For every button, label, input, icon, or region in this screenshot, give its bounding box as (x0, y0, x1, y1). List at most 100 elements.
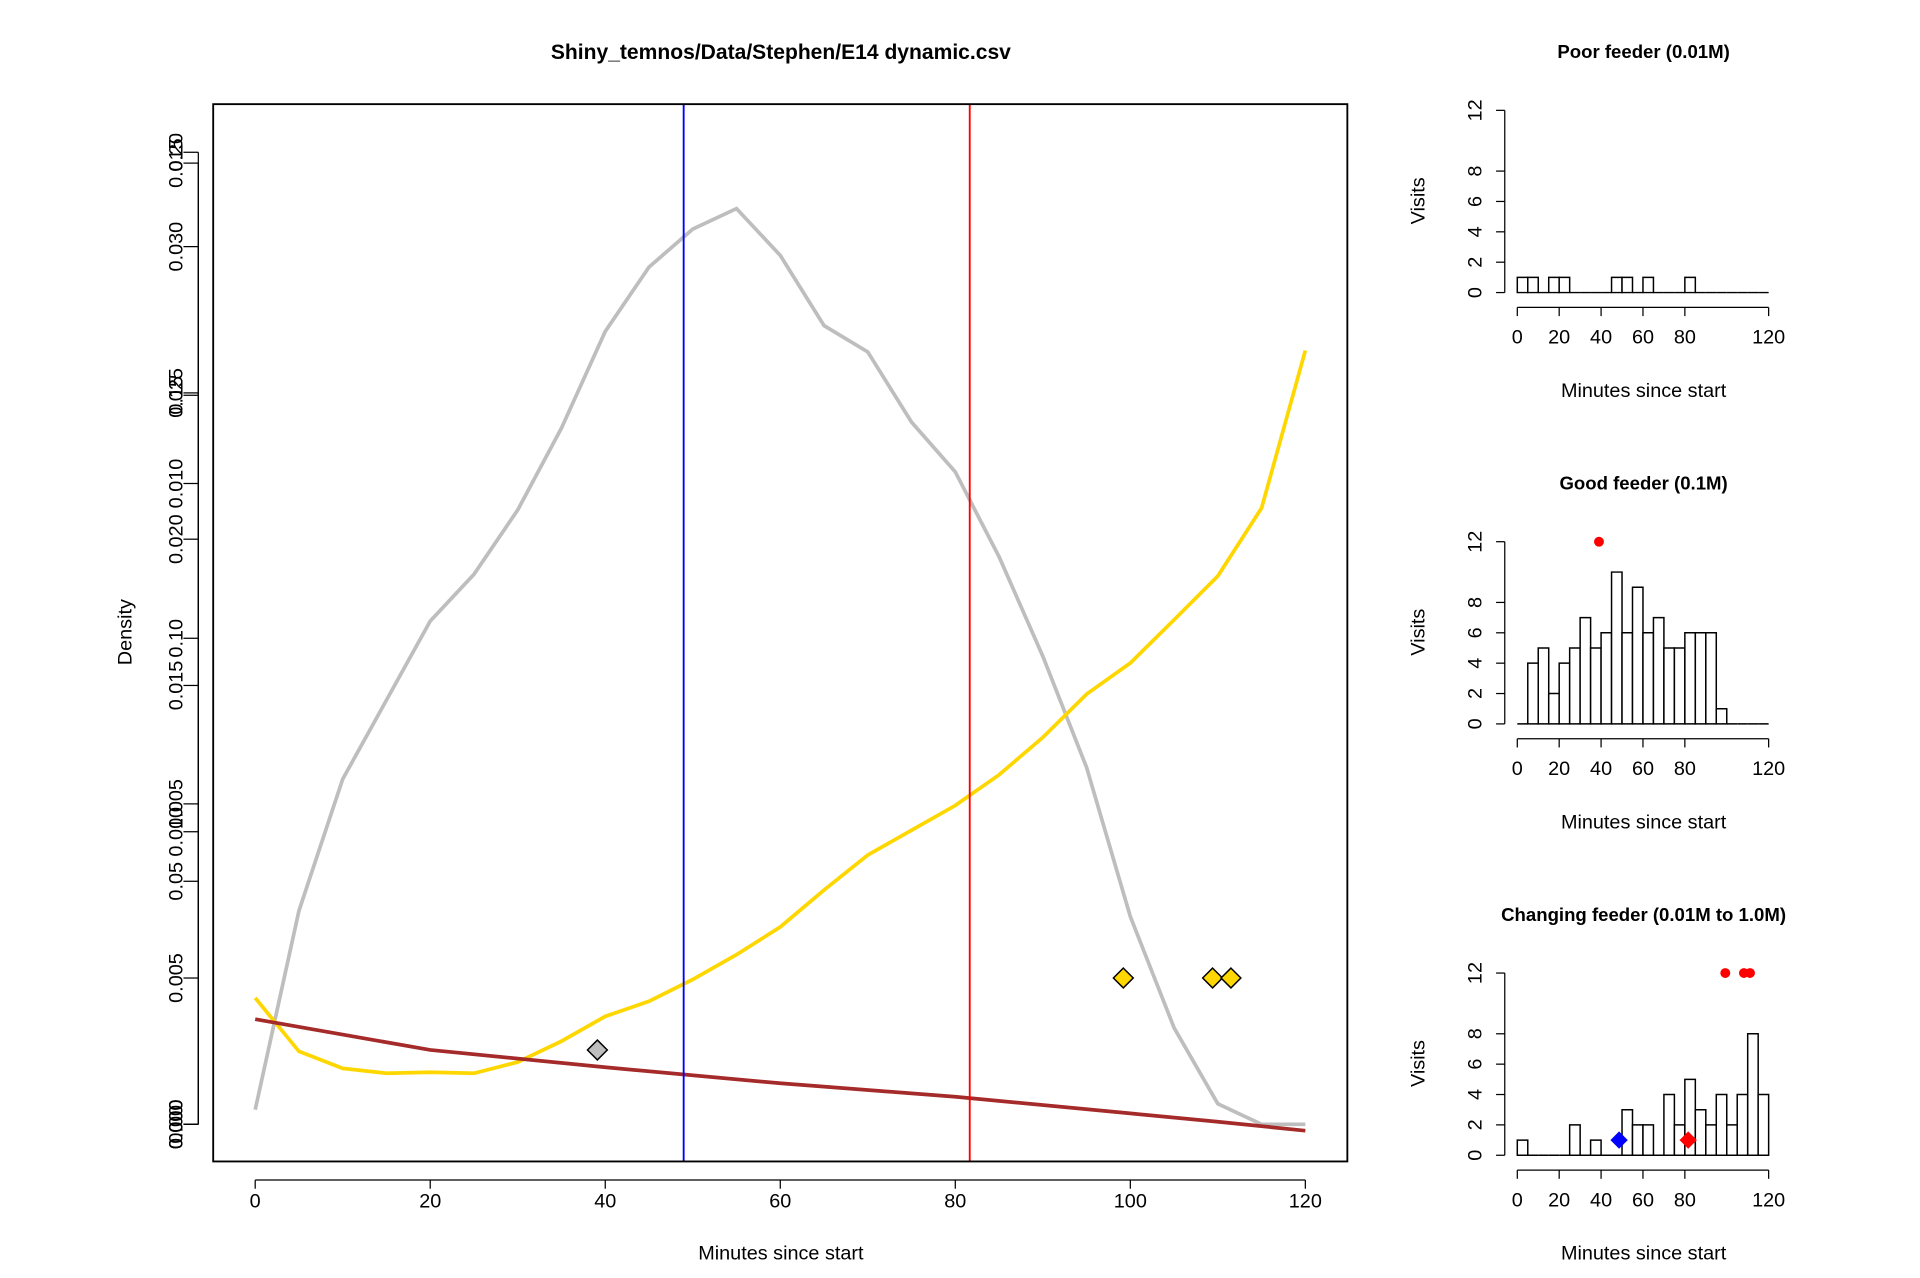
y-tick-label: 0.15 (165, 376, 187, 415)
x-axis-label: Minutes since start (1561, 811, 1727, 833)
x-tick-label: 60 (769, 1191, 791, 1213)
histogram-bar (1631, 1124, 1644, 1156)
y-axis-label: Visits (1407, 609, 1429, 656)
histogram-bar (1663, 647, 1676, 725)
histogram-bar (1705, 632, 1718, 725)
diamond-marker (1610, 1131, 1628, 1149)
histogram-bar (1684, 276, 1697, 294)
x-tick-label: 20 (419, 1191, 441, 1213)
histogram-bar (1568, 647, 1581, 725)
histogram-bar (1684, 632, 1697, 725)
y-tick-label: 2 (1464, 1119, 1486, 1130)
x-tick-label: 20 (1548, 758, 1570, 780)
histogram-bar (1673, 647, 1686, 725)
diamond-marker (586, 1039, 609, 1061)
histogram-bar (1642, 276, 1655, 294)
x-tick-label: 40 (1590, 1189, 1612, 1211)
y-tick-label: 6 (1464, 627, 1486, 638)
x-tick-label: 40 (1590, 327, 1612, 349)
x-tick-label: 80 (944, 1191, 966, 1213)
y-tick-label: 0.000 (165, 1099, 187, 1149)
chart-title: Good feeder (0.1M) (1559, 473, 1727, 494)
histogram-bar (1568, 1124, 1581, 1156)
y-tick-label: 4 (1464, 226, 1486, 237)
y-axis-label: Density (115, 599, 137, 665)
histogram-bar (1621, 1108, 1634, 1156)
histogram-bar (1527, 276, 1539, 294)
x-tick-label: 100 (1114, 1191, 1147, 1213)
y-tick-label: 0.000 (165, 1099, 187, 1149)
histogram-bar (1642, 1124, 1655, 1156)
y-tick-label: 0.015 (165, 138, 187, 188)
y-tick-label: 0.20 (165, 133, 187, 172)
dot-marker (1720, 968, 1731, 979)
x-tick-label: 60 (1632, 327, 1654, 349)
chart-title: Changing feeder (0.01M to 1.0M) (1501, 904, 1786, 925)
plot-frame (212, 103, 1349, 1163)
y-tick-label: 0.025 (165, 368, 187, 418)
histogram-bar (1715, 1093, 1728, 1156)
y-tick-label: 4 (1464, 658, 1486, 669)
x-tick-label: 120 (1752, 1189, 1785, 1211)
x-tick-label: 80 (1674, 758, 1696, 780)
diamond-marker (1112, 967, 1135, 989)
density-line (253, 206, 1306, 1127)
histogram-bar (1589, 647, 1602, 725)
y-tick-label: 0.005 (165, 779, 187, 829)
y-tick-label: 8 (1464, 597, 1486, 608)
histogram-bar (1736, 1093, 1749, 1156)
x-axis-label: Minutes since start (1561, 1243, 1727, 1265)
y-tick-label: 0.010 (165, 459, 187, 509)
histogram-bar (1579, 616, 1592, 725)
x-tick-label: 120 (1752, 758, 1785, 780)
y-tick-label: 0.10 (165, 619, 187, 658)
y-tick-label: 8 (1464, 1028, 1486, 1039)
histogram-bar (1663, 1093, 1676, 1156)
histogram-bar (1694, 632, 1707, 725)
density-line (254, 1017, 1306, 1133)
y-tick-label: 6 (1464, 1059, 1486, 1070)
histogram-bar (1610, 276, 1623, 294)
histogram-bar (1547, 692, 1560, 725)
histogram-bar (1726, 1124, 1738, 1156)
y-tick-label: 8 (1464, 166, 1486, 177)
x-tick-label: 0 (1512, 327, 1523, 349)
y-tick-label: 0.010 (165, 807, 187, 857)
histogram-bar (1527, 662, 1539, 725)
chart-title: Shiny_temnos/Data/Stephen/E14 dynamic.cs… (551, 41, 1011, 64)
diamond-marker (1219, 967, 1242, 989)
diamond-marker (1201, 967, 1224, 989)
x-axis-label: Minutes since start (698, 1243, 864, 1265)
histogram-bar (1589, 1139, 1602, 1156)
x-tick-label: 0 (1512, 1189, 1523, 1211)
histogram-bar (1715, 707, 1728, 725)
histogram-bar (1600, 632, 1613, 725)
histogram-bar (1516, 276, 1529, 294)
y-tick-label: 6 (1464, 196, 1486, 207)
histogram-bar (1621, 276, 1634, 294)
dot-marker (1594, 536, 1604, 547)
y-tick-label: 0.015 (165, 661, 187, 711)
x-tick-label: 80 (1674, 1189, 1696, 1211)
x-tick-label: 40 (1590, 758, 1612, 780)
x-axis-label: Minutes since start (1561, 380, 1727, 402)
y-tick-label: 2 (1464, 688, 1486, 699)
histogram-bar (1621, 632, 1634, 725)
y-tick-label: 2 (1464, 257, 1486, 268)
x-tick-label: 60 (1632, 1189, 1654, 1211)
y-tick-label: 0 (1464, 718, 1486, 729)
y-tick-label: 0.05 (165, 862, 187, 901)
y-tick-label: 4 (1464, 1089, 1486, 1100)
y-axis-label: Visits (1407, 177, 1429, 224)
histogram-bar (1558, 276, 1571, 294)
histogram-bar (1537, 647, 1550, 725)
y-tick-label: 12 (1464, 962, 1486, 984)
x-tick-label: 120 (1289, 1191, 1322, 1213)
histogram-bar (1705, 1124, 1718, 1156)
y-tick-label: 0.020 (165, 514, 187, 564)
diamond-marker (1679, 1131, 1697, 1149)
x-tick-label: 0 (1512, 758, 1523, 780)
histogram-bar (1652, 616, 1665, 725)
